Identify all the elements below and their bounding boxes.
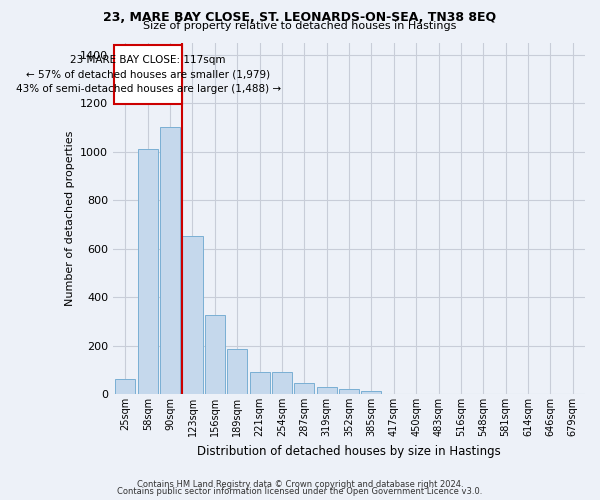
Bar (227, 349, 247, 394)
Bar (339, 388, 359, 394)
Bar (137, 149, 158, 394)
Text: Size of property relative to detached houses in Hastings: Size of property relative to detached ho… (143, 21, 457, 31)
Bar (294, 383, 314, 394)
FancyBboxPatch shape (114, 45, 182, 104)
Text: Contains HM Land Registry data © Crown copyright and database right 2024.: Contains HM Land Registry data © Crown c… (137, 480, 463, 489)
Text: 23 MARE BAY CLOSE: 117sqm: 23 MARE BAY CLOSE: 117sqm (70, 55, 226, 65)
Bar (205, 315, 225, 394)
Text: 23, MARE BAY CLOSE, ST. LEONARDS-ON-SEA, TN38 8EQ: 23, MARE BAY CLOSE, ST. LEONARDS-ON-SEA,… (103, 11, 497, 24)
Bar (361, 390, 382, 394)
Bar (317, 387, 337, 394)
Bar (160, 128, 180, 394)
Bar (272, 372, 292, 394)
Text: ← 57% of detached houses are smaller (1,979): ← 57% of detached houses are smaller (1,… (26, 70, 270, 80)
Text: 43% of semi-detached houses are larger (1,488) →: 43% of semi-detached houses are larger (… (16, 84, 281, 94)
Bar (182, 236, 203, 394)
Y-axis label: Number of detached properties: Number of detached properties (65, 130, 74, 306)
Text: Contains public sector information licensed under the Open Government Licence v3: Contains public sector information licen… (118, 487, 482, 496)
X-axis label: Distribution of detached houses by size in Hastings: Distribution of detached houses by size … (197, 444, 501, 458)
Bar (250, 372, 269, 394)
Bar (115, 379, 136, 394)
